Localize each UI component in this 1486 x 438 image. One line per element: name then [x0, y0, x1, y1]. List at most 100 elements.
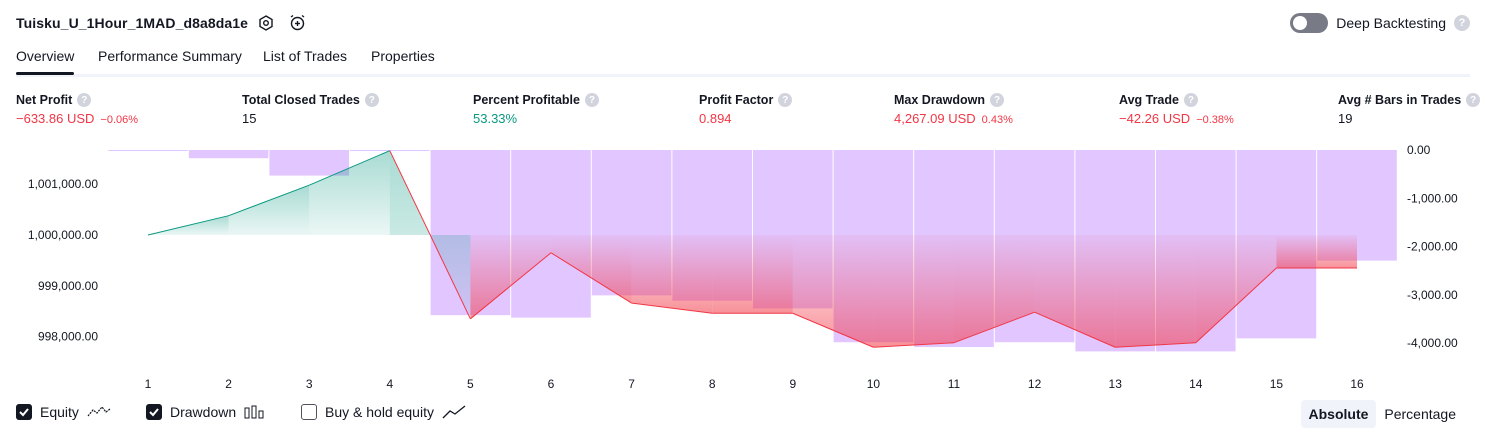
equity-loss-area — [873, 235, 954, 348]
equity-line-segment — [1034, 311, 1116, 348]
metric-value-text: −42.26 USD — [1119, 111, 1191, 126]
tab-list-of-trades[interactable]: List of Trades — [263, 48, 348, 64]
x-axis-tick-label: 2 — [225, 377, 232, 391]
legend-drawdown[interactable]: Drawdown — [146, 404, 266, 420]
equity-loss-area — [1276, 235, 1357, 269]
metric-net-profit: Net Profit? −633.86 USD −0.06% — [16, 93, 138, 126]
legend-equity[interactable]: Equity — [16, 404, 111, 420]
settings-icon[interactable] — [256, 13, 276, 33]
x-axis-tick-label: 5 — [467, 377, 474, 391]
x-axis-tick-label: 1 — [145, 377, 152, 391]
metric-value-text: 19 — [1338, 111, 1353, 126]
equity-line-segment — [309, 150, 390, 186]
x-axis-tick-label: 7 — [628, 377, 635, 391]
metric-label-text: Profit Factor — [699, 93, 774, 107]
percentage-button[interactable]: Percentage — [1384, 406, 1456, 422]
equity-line-segment — [550, 252, 632, 304]
help-icon[interactable]: ? — [1454, 15, 1470, 31]
equity-line-segment — [953, 311, 1035, 344]
metric-label: Profit Factor? — [699, 93, 793, 107]
equity-line-segment — [1195, 267, 1277, 344]
buy-hold-checkbox[interactable] — [301, 404, 317, 420]
x-axis-tick-label: 14 — [1189, 377, 1203, 391]
tab-properties[interactable]: Properties — [371, 48, 435, 64]
equity-line-segment — [873, 342, 955, 348]
toggle-knob — [1293, 16, 1308, 30]
deep-backtesting-toggle[interactable] — [1290, 13, 1329, 33]
metric-label-text: Avg # Bars in Trades — [1338, 93, 1462, 107]
drawdown-bar — [108, 150, 188, 151]
equity-loss-area — [792, 235, 874, 348]
equity-loss-area — [954, 235, 1035, 343]
right-axis-tick-label: -2,000.00 — [1407, 240, 1458, 254]
info-icon[interactable]: ? — [778, 93, 793, 107]
tab-performance-summary[interactable]: Performance Summary — [98, 48, 242, 64]
strategy-title: Tuisku_U_1Hour_1MAD_d8a8da1e — [16, 15, 249, 31]
metric-percent: −0.06% — [100, 114, 139, 126]
right-axis-tick-label: -3,000.00 — [1407, 288, 1458, 302]
metric-value-text: 4,267.09 USD — [894, 111, 976, 126]
metric-value: 53.33% — [473, 111, 599, 126]
equity-label: Equity — [40, 404, 79, 420]
metric-label: Avg Trade? — [1119, 93, 1234, 107]
metric-max-drawdown: Max Drawdown? 4,267.09 USD 0.43% — [894, 93, 1013, 126]
bar-chart-icon — [244, 405, 264, 419]
equity-loss-area — [1195, 235, 1277, 343]
equity-loss-area — [551, 235, 632, 304]
left-axis-tick-label: 1,000,000.00 — [28, 228, 98, 242]
equity-line-segment — [147, 215, 229, 236]
info-icon[interactable]: ? — [584, 93, 599, 107]
info-icon[interactable]: ? — [77, 93, 92, 107]
equity-line-segment — [631, 302, 713, 314]
metric-value-text: 53.33% — [473, 111, 518, 126]
drawdown-label: Drawdown — [170, 404, 237, 420]
info-icon[interactable]: ? — [990, 93, 1004, 107]
absolute-button[interactable]: Absolute — [1300, 400, 1377, 428]
metric-label-text: Total Closed Trades — [242, 93, 360, 107]
equity-line-segment — [470, 252, 552, 320]
metric-value: 0.894 — [699, 111, 792, 126]
x-axis-tick-label: 4 — [386, 377, 393, 391]
drawdown-bar — [350, 150, 430, 151]
equity-loss-area — [712, 235, 793, 314]
metric-label: Percent Profitable? — [473, 93, 599, 107]
metric-value: −42.26 USD −0.38% — [1119, 111, 1234, 126]
left-axis-tick-label: 1,001,000.00 — [28, 177, 98, 191]
equity-drawdown-chart[interactable]: 1,001,000.00 1,000,000.00 999,000.00 998,00… — [0, 140, 1486, 395]
equity-loss-area — [1034, 235, 1116, 348]
right-axis-tick-label: -4,000.00 — [1407, 336, 1458, 350]
metric-value-text: 0.894 — [699, 111, 732, 126]
drawdown-bar — [511, 150, 591, 318]
metric-avg-bars-in-trades: Avg # Bars in Trades? 19 — [1338, 93, 1481, 126]
metric-label-text: Net Profit — [16, 93, 73, 107]
drawdown-checkbox[interactable] — [146, 404, 162, 420]
metric-value: 15 — [242, 111, 379, 126]
equity-line-segment — [792, 312, 874, 348]
equity-checkbox[interactable] — [16, 404, 32, 420]
x-axis-tick-label: 8 — [709, 377, 716, 391]
equity-line-segment — [228, 184, 310, 217]
left-axis-tick-label: 999,000.00 — [38, 279, 98, 293]
x-axis-tick-label: 11 — [948, 377, 961, 391]
drawdown-bar — [269, 150, 349, 176]
buy-hold-label: Buy & hold equity — [325, 404, 434, 420]
tab-bar: Overview Performance Summary List of Tra… — [16, 48, 1470, 77]
metric-percent: 0.43% — [981, 114, 1013, 126]
drawdown-bar — [188, 150, 269, 159]
metric-profit-factor: Profit Factor? 0.894 — [699, 93, 793, 126]
trend-line-icon — [442, 405, 466, 419]
metric-label: Max Drawdown? — [894, 93, 1013, 107]
alarm-clock-add-icon[interactable] — [288, 13, 308, 33]
equity-profit-area — [228, 185, 310, 235]
x-axis: 1 2 3 4 5 6 7 8 9 10 11 12 13 14 15 16 — [145, 377, 1364, 391]
x-axis-tick-label: 10 — [867, 377, 881, 391]
legend-buy-hold[interactable]: Buy & hold equity — [301, 404, 466, 420]
info-icon[interactable]: ? — [1183, 93, 1198, 107]
equity-line-segment — [1115, 342, 1196, 348]
tab-overview[interactable]: Overview — [16, 48, 75, 75]
view-mode-toggle: Absolute Percentage — [1300, 399, 1465, 429]
metric-total-closed-trades: Total Closed Trades? 15 — [242, 93, 379, 126]
info-icon[interactable]: ? — [364, 93, 379, 107]
info-icon[interactable]: ? — [1466, 93, 1481, 107]
left-axis: 1,001,000.00 1,000,000.00 999,000.00 998,00… — [28, 177, 98, 343]
